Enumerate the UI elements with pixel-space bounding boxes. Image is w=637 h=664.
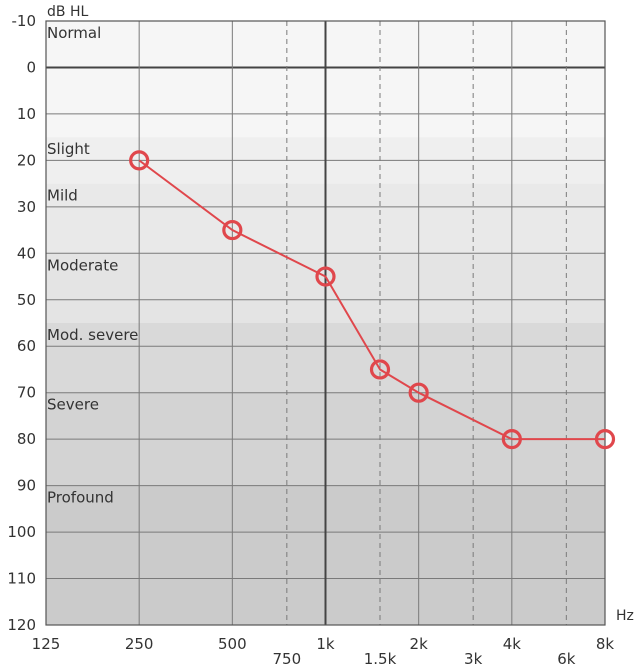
- x-tick-label: 250: [125, 635, 154, 653]
- x-tick-label-minor: 6k: [557, 650, 576, 664]
- zone-labels: Normal Slight Mild Moderate Mod. severe Sever…: [47, 24, 138, 507]
- y-tick-label: 20: [17, 151, 36, 169]
- x-tick-label: 500: [218, 635, 247, 653]
- zone-label: Profound: [47, 489, 114, 507]
- zone-label: Mod. severe: [47, 326, 138, 344]
- y-tick-label: 100: [7, 523, 36, 541]
- zone-label: Moderate: [47, 256, 118, 274]
- y-axis-label: dB HL: [47, 4, 88, 20]
- y-tick-label: 60: [17, 337, 36, 355]
- y-tick-label: 0: [26, 58, 36, 76]
- y-tick-label: 120: [7, 616, 36, 634]
- threshold-series: [129, 150, 616, 450]
- plot-frame: [45, 20, 606, 626]
- zone-label: Normal: [47, 24, 101, 42]
- y-tick-label: 80: [17, 430, 36, 448]
- zone-label: Mild: [47, 187, 78, 205]
- x-tick-label: 8k: [596, 635, 615, 653]
- y-axis-ticks: -10 0 10 20 30 40 50 60 70 80 90 100 110 120: [7, 12, 36, 634]
- x-tick-label: 2k: [410, 635, 429, 653]
- y-tick-label: 40: [17, 244, 36, 262]
- data-point-marker: [315, 266, 336, 287]
- data-point-marker: [222, 219, 243, 241]
- data-point-marker: [594, 429, 616, 450]
- y-tick-label: 30: [17, 198, 36, 216]
- grid-lines: [45, 20, 606, 626]
- x-tick-label: 1k: [316, 635, 335, 653]
- x-axis-ticks: 125 250 500 1k 2k 4k 8k 750 1.5k 3k 6k: [32, 635, 615, 664]
- y-tick-label: 90: [17, 477, 36, 495]
- data-point-marker: [501, 429, 522, 450]
- y-tick-label: -10: [12, 12, 37, 30]
- y-tick-label: 110: [7, 570, 36, 588]
- zone-label: Severe: [47, 396, 99, 414]
- data-point-marker: [129, 150, 150, 171]
- x-tick-label: 125: [32, 635, 61, 653]
- series-line: [138, 159, 605, 441]
- data-point-marker: [369, 359, 391, 380]
- y-tick-label: 10: [17, 105, 36, 123]
- y-tick-label: 70: [17, 384, 36, 402]
- y-tick-label: 50: [17, 291, 36, 309]
- x-tick-label-minor: 3k: [464, 650, 483, 664]
- x-tick-label-minor: 1.5k: [364, 650, 397, 664]
- x-tick-label: 4k: [503, 635, 522, 653]
- x-axis-label: Hz: [616, 608, 634, 624]
- zone-label: Slight: [47, 140, 90, 158]
- x-tick-label-minor: 750: [273, 650, 302, 664]
- data-point-marker: [408, 382, 429, 403]
